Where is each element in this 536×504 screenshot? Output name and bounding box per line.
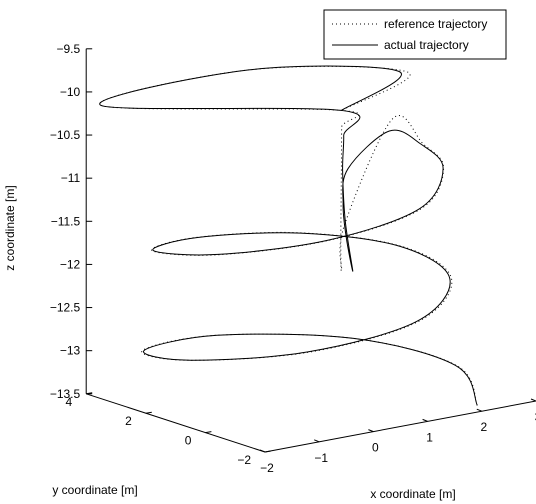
- x-tick: [368, 429, 374, 433]
- y-tick: [205, 431, 212, 434]
- x-tick-label: −2: [260, 461, 274, 475]
- y-tick: [86, 392, 93, 395]
- y-axis-line: [86, 393, 266, 453]
- z-tick-label: −12.5: [50, 301, 81, 315]
- x-tick-label: −1: [314, 451, 328, 465]
- z-tick-label: −13: [60, 344, 81, 358]
- y-tick: [145, 411, 152, 414]
- z-tick-label: −10: [60, 85, 81, 99]
- y-tick-label: 4: [66, 395, 73, 409]
- x-tick: [530, 398, 536, 402]
- ticks-group: −9.5−10−10.5−11−11.5−12−12.5−13−13.5−2−1…: [50, 42, 536, 475]
- y-tick-label: 0: [185, 434, 192, 448]
- actual-trajectory-line: [99, 65, 478, 406]
- x-tick-label: 3: [535, 410, 536, 424]
- z-tick-label: −13.5: [50, 387, 81, 401]
- z-tick-label: −11: [61, 171, 81, 185]
- z-tick-label: −11.5: [51, 214, 81, 228]
- x-tick: [422, 418, 428, 422]
- y-tick-label: 2: [125, 414, 132, 428]
- y-tick-label: −2: [237, 453, 251, 467]
- x-tick: [259, 449, 266, 453]
- legend-label-reference: reference trajectory: [384, 17, 487, 31]
- x-axis-line: [264, 400, 536, 453]
- z-tick-label: −10.5: [50, 128, 81, 142]
- x-tick-label: 2: [480, 420, 487, 434]
- legend: reference trajectory actual trajectory: [323, 9, 507, 60]
- legend-box: [323, 9, 507, 60]
- x-tick-label: 1: [426, 430, 433, 444]
- x-tick: [314, 439, 320, 443]
- z-axis-label: z coordinate [m]: [3, 185, 17, 270]
- x-tick-label: 0: [372, 441, 379, 455]
- y-tick: [264, 450, 272, 453]
- x-tick: [476, 408, 482, 412]
- legend-label-actual: actual trajectory: [384, 38, 469, 52]
- z-tick-label: −12: [60, 257, 81, 271]
- x-axis-label: x coordinate [m]: [370, 487, 455, 501]
- y-axis-label: y coordinate [m]: [52, 483, 137, 497]
- z-tick-label: −9.5: [56, 42, 80, 56]
- series-group: [99, 65, 478, 406]
